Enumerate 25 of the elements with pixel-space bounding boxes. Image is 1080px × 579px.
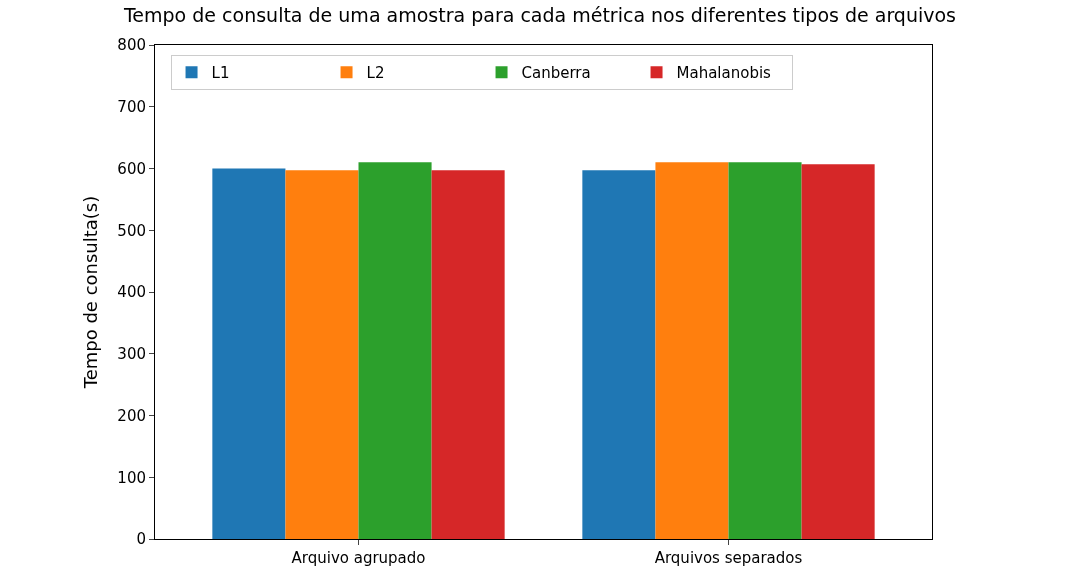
legend-label: L2: [366, 63, 385, 82]
legend-label: L1: [211, 63, 230, 82]
y-tick-label: 800: [117, 36, 146, 55]
bar: [728, 162, 802, 539]
y-tick-label: 200: [117, 406, 146, 425]
y-tick-label: 100: [117, 468, 146, 487]
y-tick-label: 400: [117, 283, 146, 302]
y-tick-label: 700: [117, 98, 146, 116]
bar: [212, 168, 286, 539]
x-tick-label: Arquivos separados: [654, 549, 803, 567]
bar: [285, 170, 359, 539]
bar: [582, 170, 656, 539]
bar: [655, 162, 729, 539]
bar: [801, 164, 875, 539]
y-tick-label: 600: [117, 159, 146, 178]
chart-title: Tempo de consulta de uma amostra para cada métrica nos diferentes tipos de arquivos: [122, 3, 957, 26]
y-tick-label: 300: [117, 345, 146, 363]
y-tick-label: 500: [117, 221, 146, 240]
y-tick-label: 0: [136, 530, 146, 549]
legend-label: Canberra: [521, 63, 591, 82]
bar: [431, 170, 505, 539]
bar: [358, 162, 432, 539]
y-axis-title: Tempo de consulta(s): [79, 195, 101, 390]
x-tick-label: Arquivo agrupado: [291, 549, 426, 567]
legend-label: Mahalanobis: [676, 63, 772, 82]
